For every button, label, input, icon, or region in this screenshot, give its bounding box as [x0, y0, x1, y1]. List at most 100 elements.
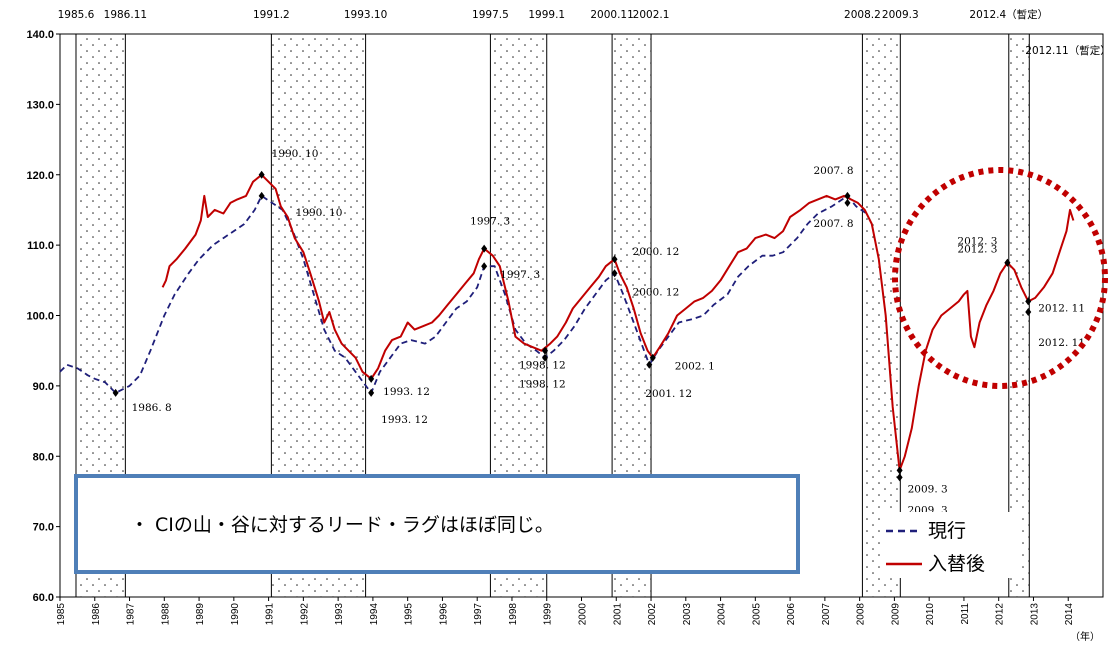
band-label: 1985.6 — [58, 9, 95, 21]
turning-point-marker — [649, 353, 656, 362]
recession-band — [862, 34, 901, 597]
turning-point-label: 1993. 12 — [383, 386, 430, 398]
x-tick-label: 2000 — [578, 603, 589, 626]
band-label: 2012.11（暫定） — [1025, 44, 1110, 57]
turning-point-marker — [896, 466, 903, 475]
band-label: 1991.2 — [253, 9, 290, 21]
x-tick-label: 2012 — [995, 603, 1006, 626]
note-box: ・ CIの山・谷に対するリード・ラグはほぼ同じ。 — [74, 474, 800, 574]
x-tick-label: 1995 — [404, 603, 415, 626]
x-tick-label: 1992 — [299, 603, 310, 626]
turning-point-marker — [481, 244, 488, 253]
highlight-circle — [892, 167, 1108, 389]
legend: 現行 入替後 — [883, 512, 1020, 578]
turning-point-marker — [611, 269, 618, 278]
y-tick-label: 110.0 — [27, 240, 54, 252]
series-lines — [59, 173, 1075, 472]
turning-point-marker — [844, 191, 851, 200]
turning-point-marker — [1025, 307, 1032, 316]
band-label: 2009.3 — [882, 9, 919, 21]
x-tick-label: 1999 — [543, 603, 554, 626]
turning-point-label: 1997. 3 — [470, 216, 510, 228]
turning-point-label: 2012. 11 — [1038, 302, 1085, 314]
x-tick-label: 2014 — [1064, 603, 1075, 626]
y-tick-label: 130.0 — [26, 99, 54, 111]
y-tick-label: 100.0 — [26, 311, 54, 323]
x-tick-label: 2002 — [647, 603, 658, 626]
axes: 60.0 70.0 80.0 90.0 100.0 110.0 120.0 130.0 140.… — [26, 29, 1104, 643]
x-tick-label: 1998 — [508, 603, 519, 626]
turning-point-label: 2007. 8 — [813, 218, 853, 230]
x-tick-label: 1985 — [56, 603, 67, 626]
turning-point-marker — [258, 191, 265, 200]
turning-point-label: 2012. 3 — [957, 244, 997, 256]
y-tick-label: 80.0 — [33, 451, 54, 463]
band-label: 1999.1 — [528, 9, 565, 21]
x-tick-label: 2013 — [1029, 603, 1040, 626]
turning-point-label: 1990. 10 — [296, 207, 343, 219]
turning-point-label: 1997. 3 — [500, 269, 540, 281]
x-tick-label: 1986 — [91, 603, 102, 626]
note-text: ・ CIの山・谷に対するリード・ラグはほぼ同じ。 — [130, 514, 554, 536]
turning-point-label: 2012. 11 — [1038, 337, 1085, 349]
turning-point-label: 1998. 12 — [519, 360, 566, 372]
turning-point-marker — [112, 388, 119, 397]
turning-point-label: 2000. 12 — [633, 246, 680, 258]
turning-point-marker — [368, 388, 375, 397]
recession-band — [1008, 34, 1030, 597]
x-tick-label: 1994 — [369, 603, 380, 626]
turning-point-marker — [896, 473, 903, 482]
y-tick-label: 120.0 — [26, 170, 54, 182]
turning-point-label: 2000. 12 — [633, 286, 680, 298]
turning-point-label: 1998. 12 — [519, 379, 566, 391]
turning-point-marker — [611, 255, 618, 264]
turning-point-label: 1993. 12 — [381, 414, 428, 426]
band-label: 2008.2 — [844, 9, 881, 21]
x-tick-label: 2001 — [612, 603, 623, 626]
y-tick-label: 90.0 — [33, 381, 54, 393]
x-tick-label: 2007 — [821, 603, 832, 626]
turning-point-marker — [646, 360, 653, 369]
x-tick-label: 1993 — [334, 603, 345, 626]
x-tick-label: 1989 — [195, 603, 206, 626]
legend-label-current: 現行 — [928, 520, 966, 542]
y-tick-label: 70.0 — [33, 522, 54, 534]
turning-point-marker — [1025, 297, 1032, 306]
series-line-current — [59, 195, 868, 394]
turning-point-marker — [541, 346, 548, 355]
y-tick-label: 140.0 — [26, 29, 54, 41]
band-label: 2012.4（暫定） — [969, 8, 1048, 21]
turning-point-label: 2002. 1 — [675, 361, 715, 373]
x-unit-label: （年） — [1070, 630, 1100, 643]
legend-label-replaced: 入替後 — [928, 553, 985, 575]
x-tick-label: 2011 — [960, 603, 971, 625]
turning-point-label: 2012. 3 — [957, 236, 997, 248]
x-tick-label: 2003 — [682, 603, 693, 626]
turning-point-marker — [368, 374, 375, 383]
turning-point-label: 1990. 10 — [272, 148, 319, 160]
x-tick-label: 2006 — [786, 603, 797, 626]
x-tick-label: 2005 — [751, 603, 762, 626]
x-tick-label: 2010 — [925, 603, 936, 626]
band-label: 1993.10 — [344, 9, 387, 21]
band-label: 2002.1 — [633, 9, 670, 21]
x-tick-label: 1997 — [473, 603, 484, 626]
turning-point-marker — [541, 353, 548, 362]
annotations: 1986. 8 1990. 10 1990. 10 1993. 12 1993. 12 1… — [112, 148, 1085, 516]
turning-point-label: 2007. 8 — [813, 165, 853, 177]
band-label: 1986.11 — [104, 9, 147, 21]
turning-point-label: 1986. 8 — [132, 402, 172, 414]
x-tick-label: 1987 — [126, 603, 137, 626]
x-tick-label: 2004 — [717, 603, 728, 626]
x-tick-label: 1996 — [438, 603, 449, 626]
x-tick-label: 1988 — [160, 603, 171, 626]
turning-point-marker — [481, 262, 488, 271]
x-tick-label: 1990 — [230, 603, 241, 626]
series-line-replaced — [161, 173, 1075, 472]
y-tick-label: 60.0 — [33, 592, 54, 604]
turning-point-marker — [1004, 258, 1011, 267]
turning-point-marker — [258, 170, 265, 179]
band-label: 2000.11 — [590, 9, 633, 21]
band-label: 1997.5 — [472, 9, 509, 21]
